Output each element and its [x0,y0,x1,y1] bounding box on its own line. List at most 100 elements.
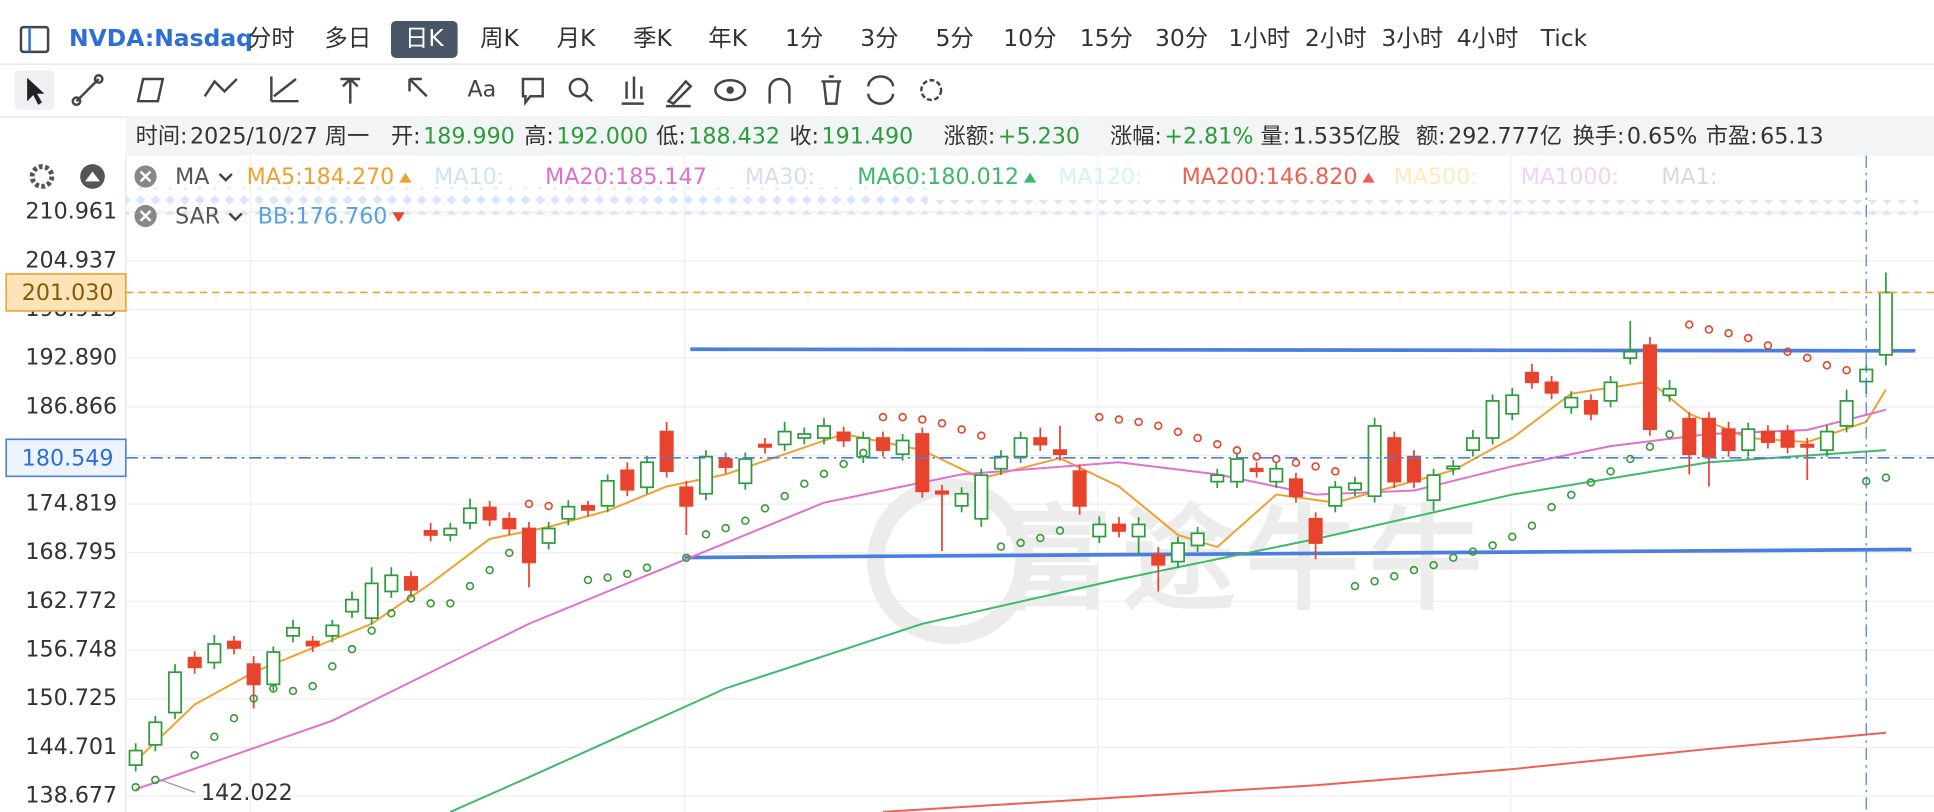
legend-arrow [392,212,405,223]
period-tab[interactable]: 5分 [935,24,973,52]
period-tab[interactable]: 月K [557,24,596,52]
legend-item: MA1: [1661,164,1717,190]
candle-body [1524,371,1539,384]
line-tool[interactable] [75,78,100,103]
candle-tool[interactable] [621,76,644,105]
period-tab[interactable]: 4小时 [1457,24,1519,52]
candle-body [1308,517,1323,544]
sar-label[interactable]: SAR [175,204,220,230]
y-tick-label: 210.961 [25,199,117,225]
candle-body [364,582,379,619]
sar-dot [1763,341,1773,350]
sar-dot [1685,320,1694,329]
candle-body [1092,523,1107,538]
candle-body [836,431,851,442]
candle-body [1662,387,1677,397]
dropdown-icon[interactable] [228,212,243,222]
candle-body [1406,455,1421,483]
arrow-tool[interactable] [408,77,428,98]
fib-tool[interactable] [270,76,299,103]
note-tool[interactable] [521,77,544,106]
candle-body [777,430,792,446]
candle-body [974,474,989,520]
period-tab[interactable]: 分时 [248,24,295,52]
candle-body [1583,400,1598,415]
delete-tool[interactable] [821,75,842,105]
line-tool [93,74,104,84]
period-tab[interactable]: 2小时 [1305,24,1367,52]
legend-item: MA1000: [1521,164,1619,190]
period-tab[interactable]: 年K [708,24,747,52]
wave-tool[interactable] [203,78,238,97]
legend: MA5:184.270 MA10: MA20:185.147 MA30: MA60:18… [247,164,1718,190]
line-tool [71,96,82,107]
candle-body [1682,417,1697,456]
collapse-icon [85,171,100,182]
period-tab[interactable]: 季K [633,24,672,52]
sar-dot [1291,458,1301,468]
sar-dot [977,431,986,440]
legend-arrow [1362,172,1375,183]
sar-dot [288,686,298,696]
period-tab[interactable]: 周K [480,24,519,52]
period-tab[interactable]: 1分 [785,24,823,52]
legend-item: MA500: [1394,164,1478,190]
channel-tool[interactable] [136,77,165,103]
info-value: 188.432 [688,123,780,149]
zoom-tool[interactable] [568,77,589,98]
sar-dot [249,694,258,703]
sar-dot [1468,547,1478,556]
text-tool[interactable]: Aa [467,77,496,103]
period-tab[interactable]: 3分 [860,24,898,52]
symbol[interactable]: NVDA:Nasdaq [69,24,253,52]
sync-tool[interactable] [867,75,895,105]
period-tab[interactable]: 多日 [324,24,371,52]
candle-body [1033,437,1048,446]
magnet-tool[interactable] [768,77,791,104]
sar-dot [1154,421,1163,431]
info-value: 189.990 [423,123,515,149]
y-tick-label: 192.890 [25,345,117,371]
ma-label[interactable]: MA [175,164,209,190]
candle-body [207,643,222,664]
sar-dot [760,504,770,513]
legend-item: MA120: [1058,164,1142,190]
visibility-tool[interactable] [714,78,747,102]
sar-dot [1488,541,1497,550]
period-tab[interactable]: 15分 [1080,24,1133,52]
cursor-tool[interactable] [27,77,45,105]
close-icon [139,210,152,222]
sar-dot [839,459,848,469]
info-label: 涨幅: [1110,123,1162,149]
pen-tool[interactable] [666,79,693,108]
sar-dot [1842,365,1851,375]
candle-body [1878,291,1893,356]
period-tab[interactable]: 3小时 [1381,24,1443,52]
dropdown-icon[interactable] [218,173,233,182]
sar-dot [1704,325,1714,334]
info-value: 0.65% [1627,123,1697,149]
sar-dot [151,775,160,785]
zoom-tool [583,92,593,103]
period-tab[interactable]: 10分 [1003,24,1056,52]
candle-body [1564,396,1579,409]
settings-tool[interactable] [920,78,943,102]
period-tab[interactable]: 日K [405,24,444,52]
period-tab[interactable]: 30分 [1155,24,1208,52]
panel-toggle-icon[interactable] [19,25,50,54]
sar-dot [229,713,239,723]
candle-body [1465,437,1480,452]
candle-body [1190,532,1205,547]
candle-body [659,430,674,473]
candle-body [1800,443,1815,448]
y-tick-label: 144.701 [25,734,117,760]
ma-line [449,449,1886,812]
candle-body [1623,350,1638,359]
candle-body [580,505,596,511]
period-tab[interactable]: Tick [1540,24,1588,52]
measure-tool[interactable] [340,77,361,104]
settings-icon[interactable] [29,164,55,189]
period-tab[interactable]: 1小时 [1228,24,1290,52]
candle-body [384,574,399,593]
close-icon [139,170,152,183]
